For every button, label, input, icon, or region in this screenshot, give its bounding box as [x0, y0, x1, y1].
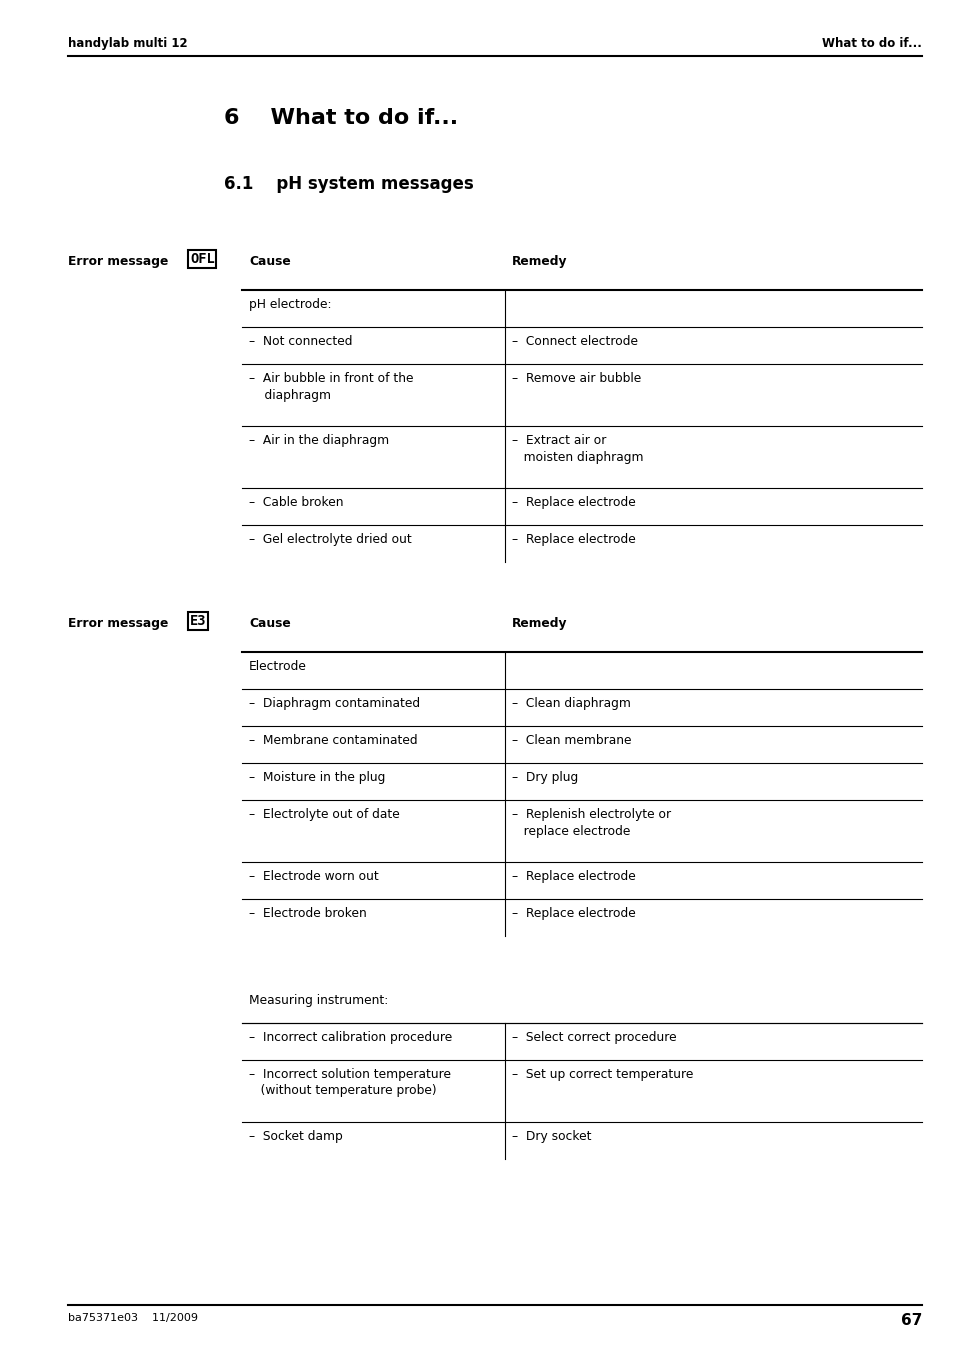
Text: –  Not connected: – Not connected — [249, 335, 352, 349]
Text: 67: 67 — [900, 1313, 921, 1328]
Text: –  Gel electrolyte dried out: – Gel electrolyte dried out — [249, 534, 412, 546]
Text: –  Replace electrode: – Replace electrode — [512, 870, 635, 884]
Text: –  Incorrect solution temperature
   (without temperature probe): – Incorrect solution temperature (withou… — [249, 1069, 451, 1097]
Text: Remedy: Remedy — [512, 617, 567, 630]
Text: 6    What to do if...: 6 What to do if... — [224, 108, 457, 128]
Text: –  Dry socket: – Dry socket — [512, 1129, 591, 1143]
Text: Error message: Error message — [68, 255, 172, 267]
Text: –  Remove air bubble: – Remove air bubble — [512, 372, 640, 385]
Text: –  Moisture in the plug: – Moisture in the plug — [249, 771, 385, 784]
Text: Measuring instrument:: Measuring instrument: — [249, 994, 388, 1006]
Text: –  Dry plug: – Dry plug — [512, 771, 578, 784]
Text: –  Socket damp: – Socket damp — [249, 1129, 342, 1143]
Text: E3: E3 — [190, 613, 206, 628]
Text: –  Air in the diaphragm: – Air in the diaphragm — [249, 434, 389, 447]
Text: –  Replace electrode: – Replace electrode — [512, 907, 635, 920]
Text: –  Replace electrode: – Replace electrode — [512, 496, 635, 509]
Text: –  Replenish electrolyte or
   replace electrode: – Replenish electrolyte or replace elect… — [512, 808, 670, 838]
Text: Remedy: Remedy — [512, 255, 567, 267]
Text: –  Electrode broken: – Electrode broken — [249, 907, 366, 920]
Text: pH electrode:: pH electrode: — [249, 299, 331, 311]
Text: –  Incorrect calibration procedure: – Incorrect calibration procedure — [249, 1031, 452, 1044]
Text: –  Connect electrode: – Connect electrode — [512, 335, 638, 349]
Text: What to do if...: What to do if... — [821, 36, 921, 50]
Text: –  Set up correct temperature: – Set up correct temperature — [512, 1069, 693, 1081]
Text: handylab multi 12: handylab multi 12 — [68, 36, 188, 50]
Text: –  Extract air or
   moisten diaphragm: – Extract air or moisten diaphragm — [512, 434, 643, 463]
Text: –  Select correct procedure: – Select correct procedure — [512, 1031, 676, 1044]
Text: ba75371e03    11/2009: ba75371e03 11/2009 — [68, 1313, 198, 1323]
Text: OFL: OFL — [190, 253, 214, 266]
Text: –  Membrane contaminated: – Membrane contaminated — [249, 734, 417, 747]
Text: –  Cable broken: – Cable broken — [249, 496, 343, 509]
Text: –  Diaphragm contaminated: – Diaphragm contaminated — [249, 697, 419, 711]
Text: Cause: Cause — [249, 255, 291, 267]
Text: 6.1    pH system messages: 6.1 pH system messages — [224, 176, 474, 193]
Text: Electrode: Electrode — [249, 661, 307, 673]
Text: –  Electrolyte out of date: – Electrolyte out of date — [249, 808, 399, 821]
Text: Cause: Cause — [249, 617, 291, 630]
Text: Error message: Error message — [68, 617, 172, 630]
Text: –  Air bubble in front of the
    diaphragm: – Air bubble in front of the diaphragm — [249, 372, 413, 401]
Text: –  Electrode worn out: – Electrode worn out — [249, 870, 378, 884]
Text: –  Clean membrane: – Clean membrane — [512, 734, 631, 747]
Text: –  Clean diaphragm: – Clean diaphragm — [512, 697, 630, 711]
Text: –  Replace electrode: – Replace electrode — [512, 534, 635, 546]
